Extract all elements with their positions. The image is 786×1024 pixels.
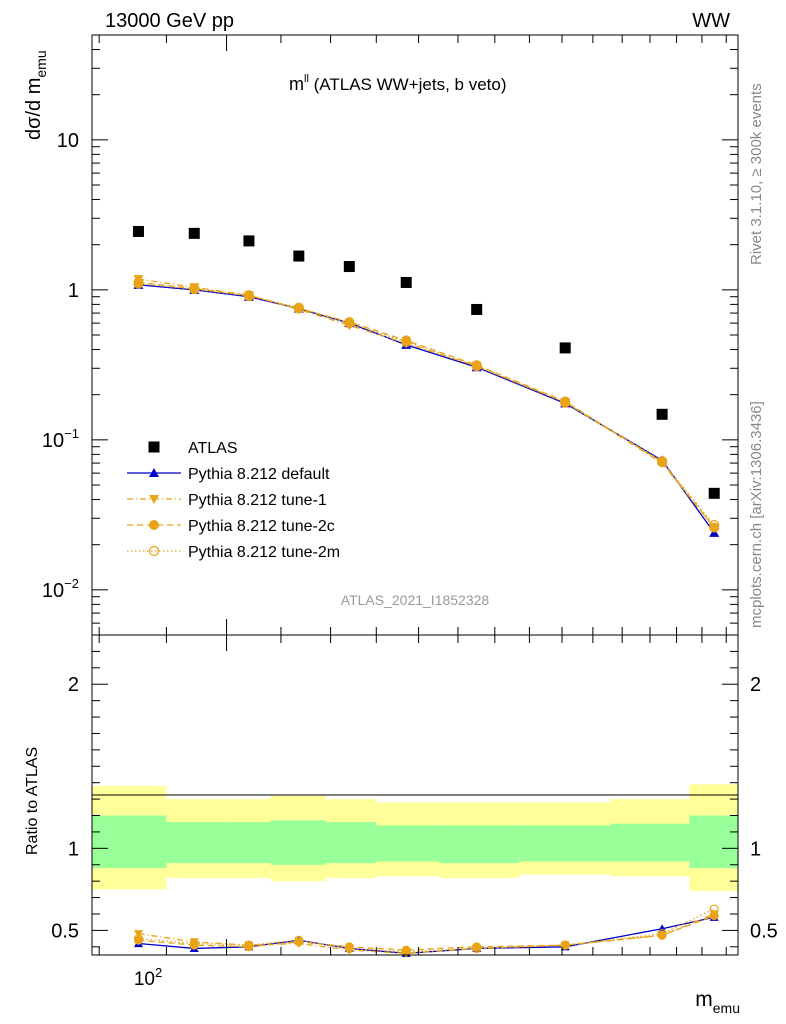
ratio-y-tick-label: 0.5 [51,920,79,942]
ratio-y-tick-label-right: 2 [750,674,761,696]
data-point [149,520,159,530]
data-point [400,276,412,288]
data-point [560,940,570,950]
y-tick-label: 10 [57,130,79,152]
data-point [344,943,354,954]
uncertainty-band-green [438,825,520,864]
data-point [656,408,668,420]
ratio-series-line [138,908,715,953]
ratio-y-tick-label-right: 1 [750,838,761,860]
uncertainty-band-green [270,820,326,865]
y-tick-label: 10−2 [42,576,79,602]
data-point [189,283,200,294]
data-point [148,441,160,453]
data-point [132,225,144,237]
legend-label: Pythia 8.212 tune-2c [188,518,335,535]
mcplots-label: mcplots.cern.ch [arXiv:1306.3436] [748,401,765,628]
data-point [344,318,355,329]
ratio-series-lines [138,908,715,955]
x-axis-label: memu [695,988,740,1016]
data-point [657,929,667,939]
main-title: mll (ATLAS WW+jets, b veto) [289,73,506,94]
data-point [148,545,160,557]
main-y-axis-label: dσ/d memu [23,50,49,140]
ratio-frame [91,634,739,956]
uncertainty-band-green [325,822,377,864]
data-point [243,290,255,302]
uncertainty-band-green [519,825,611,862]
ratio-series-line [138,916,715,955]
series-line [138,278,715,529]
ratio-panel: 0.5 0.5 1 1 2 2 Ratio to ATLAS 102 memu [24,634,778,1016]
ratio-y-tick-label: 2 [68,674,79,696]
ratio-series-line [138,913,715,955]
main-y-ticks [92,34,738,636]
data-point [294,935,304,945]
data-point [293,302,304,313]
legend-label: Pythia 8.212 default [188,466,330,483]
rivet-label: Rivet 3.1.10, ≥ 300k events [748,83,765,265]
watermark: ATLAS_2021_I1852328 [341,592,490,608]
data-point [709,520,720,531]
uncertainty-band-green [610,823,690,862]
main-series-lines [138,278,715,534]
data-point [293,250,305,262]
data-point [244,940,254,950]
data-point [243,290,254,301]
data-point [149,495,159,504]
ratio-bands [92,784,738,891]
data-point [709,904,719,914]
data-point [471,303,483,315]
main-y-tick-labels: 10 1 10−1 10−2 [42,130,79,602]
data-point [657,456,668,467]
main-x-ticks [98,35,727,635]
y-tick-label: 1 [68,280,79,302]
ratio-x-ticks [98,635,727,955]
data-point [709,911,719,921]
legend-label: ATLAS [188,440,238,457]
legend: ATLAS Pythia 8.212 default Pythia 8.212 tu… [127,440,340,561]
uncertainty-band-green [92,815,167,869]
ratio-series-marks [133,904,719,958]
ratio-series-line [138,915,715,951]
main-panel: mll (ATLAS WW+jets, b veto) dσ/d memu 10… [23,34,739,636]
data-point [471,361,482,372]
uncertainty-band-green [166,822,227,864]
ratio-y-tick-label: 1 [68,838,79,860]
x-tick-label-100: 102 [134,965,162,990]
uncertainty-band-green [689,815,738,869]
data-point [133,278,144,289]
legend-label: Pythia 8.212 tune-2m [188,544,340,561]
ratio-y-tick-labels: 0.5 0.5 1 1 2 2 [51,674,778,942]
data-point [560,940,570,950]
main-series-marks [132,225,720,537]
data-point [189,284,200,295]
series-line [138,281,715,529]
data-point [401,947,411,957]
data-point [149,468,159,477]
data-point [189,938,199,949]
data-point [708,487,720,499]
data-point [188,227,200,239]
uncertainty-band-green [376,825,439,862]
series-line [138,282,715,526]
data-point [243,235,255,247]
uncertainty-band-green [226,822,271,864]
data-point [401,336,412,347]
ratio-y-tick-label-right: 0.5 [750,920,778,942]
data-point [559,342,571,354]
data-point [472,943,482,954]
ratio-y-ticks [92,650,738,948]
header-right: WW [692,10,730,32]
data-point [560,397,571,408]
data-point [133,933,144,944]
data-point [709,522,720,533]
ratio-y-axis-label: Ratio to ATLAS [24,747,41,855]
legend-label: Pythia 8.212 tune-1 [188,492,327,509]
data-point [343,261,355,273]
y-tick-label: 10−1 [42,426,79,452]
header-left: 13000 GeV pp [105,10,234,32]
